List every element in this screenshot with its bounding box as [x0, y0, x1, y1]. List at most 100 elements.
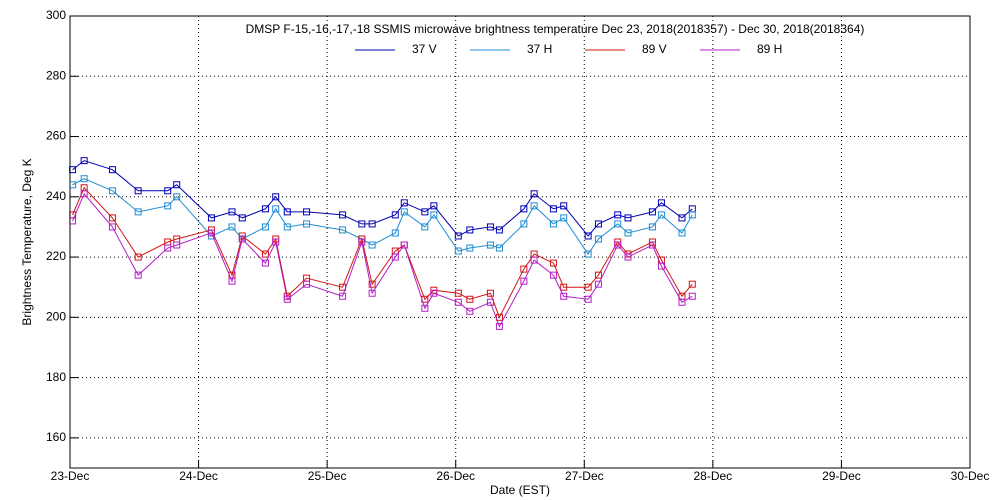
point-marker [486, 298, 494, 306]
point-marker [272, 193, 280, 201]
point-marker [454, 298, 462, 306]
point-marker [421, 304, 429, 312]
point-marker [495, 322, 503, 330]
point-marker [272, 238, 280, 246]
point-marker [339, 211, 347, 219]
y-tick-label: 200 [46, 310, 66, 324]
point-marker [648, 241, 656, 249]
point-marker [164, 187, 172, 195]
y-tick-label: 260 [46, 129, 66, 143]
point-marker [228, 223, 236, 231]
point-marker [454, 232, 462, 240]
point-marker [624, 253, 632, 261]
point-marker [358, 220, 366, 228]
series-line [72, 186, 693, 319]
x-tick-label: 29-Dec [822, 469, 861, 483]
x-axis-label: Date (EST) [490, 483, 550, 497]
point-marker [207, 214, 215, 222]
point-marker [303, 280, 311, 288]
point-marker [614, 220, 622, 228]
point-marker [283, 208, 291, 216]
point-marker [238, 235, 246, 243]
point-marker [657, 262, 665, 270]
x-tick-label: 24-Dec [179, 469, 218, 483]
point-marker [624, 229, 632, 237]
y-tick-label: 300 [46, 8, 66, 22]
point-marker [530, 202, 538, 210]
y-tick-label: 160 [46, 430, 66, 444]
point-marker [594, 271, 602, 279]
point-marker [594, 280, 602, 288]
point-marker [657, 199, 665, 207]
plot-frame [69, 15, 971, 469]
point-marker [228, 208, 236, 216]
point-marker [108, 166, 116, 174]
point-marker [108, 214, 116, 222]
point-marker [164, 244, 172, 252]
point-marker [80, 157, 88, 165]
point-marker [430, 211, 438, 219]
point-marker [549, 205, 557, 213]
point-marker [430, 202, 438, 210]
point-marker [261, 259, 269, 267]
point-marker [261, 205, 269, 213]
point-marker [134, 208, 142, 216]
point-marker [368, 241, 376, 249]
point-marker [530, 256, 538, 264]
point-marker [466, 244, 474, 252]
point-marker [207, 229, 215, 237]
point-marker [368, 220, 376, 228]
point-marker [530, 190, 538, 198]
point-marker [173, 193, 181, 201]
point-marker [80, 175, 88, 183]
point-marker [466, 226, 474, 234]
point-marker [454, 289, 462, 297]
legend-label: 89 H [757, 42, 782, 56]
point-marker [614, 241, 622, 249]
legend-label: 89 V [642, 42, 667, 56]
point-marker [173, 181, 181, 189]
point-marker [560, 214, 568, 222]
point-marker [549, 271, 557, 279]
point-marker [520, 220, 528, 228]
y-tick-label: 280 [46, 68, 66, 82]
point-marker [358, 238, 366, 246]
point-marker [108, 187, 116, 195]
point-marker [520, 277, 528, 285]
point-marker [495, 244, 503, 252]
point-marker [400, 208, 408, 216]
point-marker [549, 220, 557, 228]
x-tick-label: 30-Dec [951, 469, 990, 483]
point-marker [391, 211, 399, 219]
point-marker [466, 295, 474, 303]
point-marker [368, 280, 376, 288]
point-marker [238, 214, 246, 222]
point-marker [648, 208, 656, 216]
point-marker [69, 166, 77, 174]
point-marker [466, 307, 474, 315]
point-marker [303, 208, 311, 216]
point-marker [688, 211, 696, 219]
legend-label: 37 H [527, 42, 552, 56]
x-tick-label: 28-Dec [694, 469, 733, 483]
point-marker [391, 229, 399, 237]
x-tick-label: 23-Dec [51, 469, 90, 483]
chart-title: DMSP F-15,-16,-17,-18 SSMIS microwave br… [246, 22, 865, 36]
y-tick-label: 180 [46, 370, 66, 384]
point-marker [400, 241, 408, 249]
point-marker [272, 205, 280, 213]
point-marker [228, 277, 236, 285]
point-marker [339, 292, 347, 300]
point-marker [594, 235, 602, 243]
point-marker [648, 223, 656, 231]
point-marker [421, 208, 429, 216]
point-marker [520, 205, 528, 213]
point-marker [173, 241, 181, 249]
point-marker [584, 250, 592, 258]
y-tick-label: 240 [46, 189, 66, 203]
point-marker [134, 271, 142, 279]
y-tick-label: 220 [46, 249, 66, 263]
point-marker [261, 250, 269, 258]
point-marker [560, 292, 568, 300]
point-marker [560, 202, 568, 210]
